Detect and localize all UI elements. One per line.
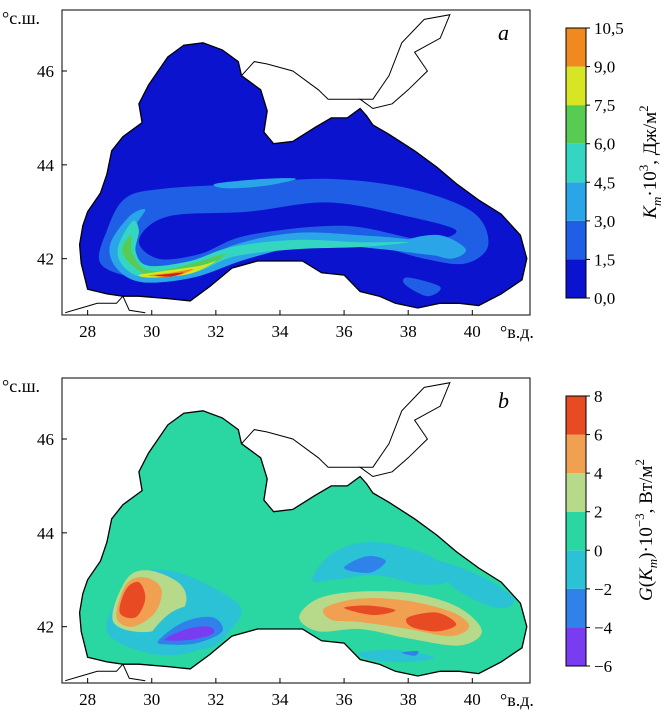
contour-region-10 xyxy=(407,234,467,259)
colorbar-tick-label: 4 xyxy=(594,464,603,483)
y-unit-b: °с.ш. xyxy=(2,376,40,396)
contour-region-2 xyxy=(138,202,457,260)
colorbar-segment xyxy=(566,182,586,221)
x-unit-b: °в.д. xyxy=(500,690,534,710)
colorbar-tick-label: 4,5 xyxy=(594,173,615,192)
y-tick-label: 44 xyxy=(37,524,55,543)
colorbar-a: 0,0 1,5 3,0 4,5 6,0 7,5 9,0 10,5 xyxy=(565,19,624,308)
y-tick-label: 42 xyxy=(37,618,54,637)
colorbar-tick-label: 10,5 xyxy=(594,19,624,38)
colorbar-segment xyxy=(566,588,586,628)
x-tick-label: 40 xyxy=(464,322,481,341)
panel-a: 28 30 32 34 36 38 40 42 44 46 °с.ш. °в.д. a 0,0 1,… xyxy=(2,8,664,342)
bosporus-outline-b xyxy=(65,663,146,682)
x-tick-label: 40 xyxy=(464,690,481,709)
contour-region-14 xyxy=(433,560,515,609)
coastline-b xyxy=(78,410,528,677)
contour-region-4 xyxy=(119,581,146,619)
colorbar-segment xyxy=(566,511,586,551)
colorbar-tick-label: 0,0 xyxy=(594,289,615,308)
y-unit-a: °с.ш. xyxy=(2,8,40,28)
x-tick-label: 30 xyxy=(143,690,160,709)
contour-region-13 xyxy=(406,612,457,632)
contour-region-11 xyxy=(403,277,441,297)
x-tick-label: 38 xyxy=(400,322,417,341)
contour-region-9 xyxy=(213,178,296,189)
y-tick-label: 46 xyxy=(37,62,54,81)
colorbar-tick-label: 7,5 xyxy=(594,96,615,115)
contour-region-16 xyxy=(401,650,419,656)
contour-region-7 xyxy=(148,268,194,277)
colorbar-tick-label: 2 xyxy=(594,503,603,522)
colorbar-segment xyxy=(566,396,586,435)
x-unit-a: °в.д. xyxy=(500,322,534,342)
contour-region-7 xyxy=(164,626,215,641)
colorbar-segment xyxy=(566,28,586,67)
x-tick-label: 34 xyxy=(271,690,289,709)
x-tick-label: 32 xyxy=(207,690,224,709)
colorbar-tick-label: −4 xyxy=(594,618,613,637)
colorbar-tick-label: 6 xyxy=(594,426,603,445)
colorbar-segment xyxy=(566,105,586,144)
colorbar-tick-label: 0 xyxy=(594,541,603,560)
panel-label-a: a xyxy=(498,20,509,45)
colorbar-segment xyxy=(566,220,586,260)
colorbar-tick-label: 6,0 xyxy=(594,135,615,154)
colorbar-tick-label: 9,0 xyxy=(594,58,615,77)
azov-outline-a xyxy=(358,14,451,110)
colorbar-label-b: G(Km)·10−3, Вт/м2 xyxy=(632,459,660,601)
x-tick-label: 36 xyxy=(336,690,353,709)
colorbar-b: −6 −4 −2 0 2 4 6 8 xyxy=(565,387,613,676)
bosporus-outline-a xyxy=(65,295,146,314)
x-tick-label: 38 xyxy=(400,690,417,709)
azov-outline-b xyxy=(358,382,451,478)
contour-region-8 xyxy=(155,272,184,277)
colorbar-segment xyxy=(566,143,586,183)
colorbar-tick-label: −2 xyxy=(594,580,612,599)
colorbar-segment xyxy=(566,627,586,666)
contour-region-9 xyxy=(344,556,386,573)
x-tick-label: 36 xyxy=(336,322,353,341)
x-tick-label: 34 xyxy=(271,322,289,341)
colorbar-frame xyxy=(565,27,587,299)
colorbar-tick-label: 3,0 xyxy=(594,212,615,231)
crimea-outline-b xyxy=(241,429,361,468)
colorbar-segment xyxy=(566,66,586,106)
x-tick-label: 28 xyxy=(79,690,96,709)
y-tick-label: 44 xyxy=(37,156,55,175)
contour-region-4 xyxy=(117,220,409,278)
crimea-outline-a xyxy=(241,61,361,100)
x-tick-label: 32 xyxy=(207,322,224,341)
colorbar-segment xyxy=(566,259,586,298)
x-tick-label: 30 xyxy=(143,322,160,341)
colorbar-label-a: Km·103, Дж/м2 xyxy=(636,105,664,219)
contour-region-6 xyxy=(138,260,217,278)
colorbar-tick-label: −6 xyxy=(594,657,612,676)
colorbar-tick-label: 1,5 xyxy=(594,250,615,269)
y-tick-label: 46 xyxy=(37,430,54,449)
axis-ticks-a: 28 30 32 34 36 38 40 42 44 46 xyxy=(37,62,481,341)
contour-region-12 xyxy=(344,605,396,616)
colorbar-tick-label: 8 xyxy=(594,387,603,406)
y-tick-label: 42 xyxy=(37,250,54,269)
coastline-a xyxy=(78,42,528,309)
panel-label-b: b xyxy=(498,388,509,413)
colorbar-frame xyxy=(565,395,587,667)
colorbar-segment xyxy=(566,434,586,474)
colorbar-segment xyxy=(566,473,586,512)
x-tick-label: 28 xyxy=(79,322,96,341)
colorbar-segment xyxy=(566,550,586,589)
axis-ticks-b: 28 30 32 34 36 38 40 42 44 46 xyxy=(37,430,481,709)
